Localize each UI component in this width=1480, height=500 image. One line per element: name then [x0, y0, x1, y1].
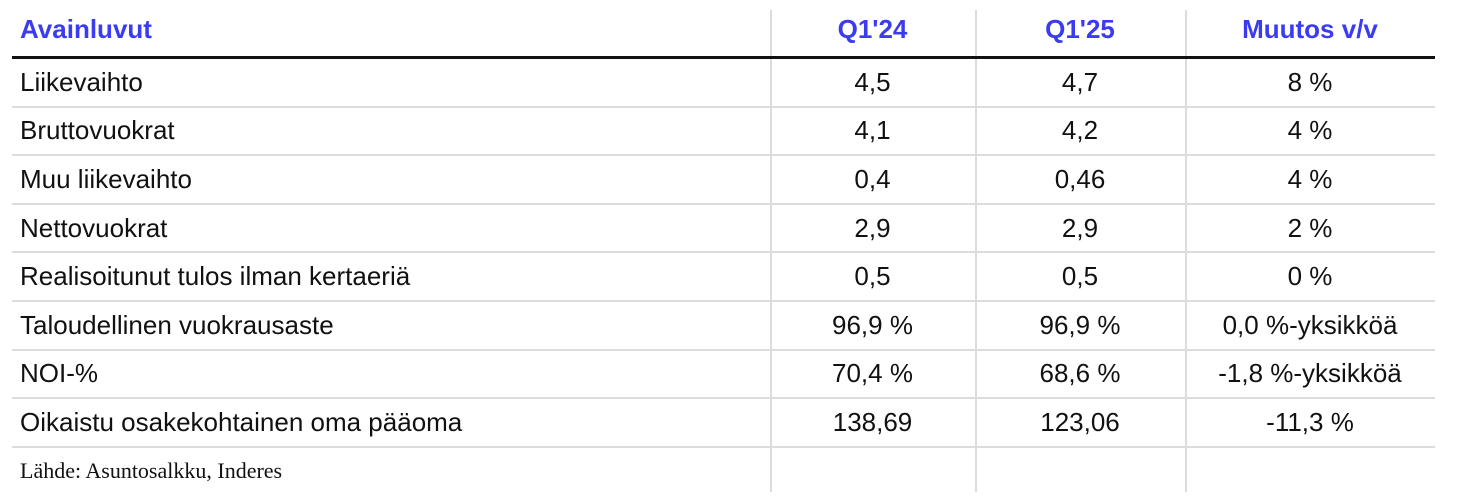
row-label: Realisoitunut tulos ilman kertaeriä [20, 261, 411, 292]
value-cell: 0,5 [854, 261, 891, 292]
column-divider [770, 10, 772, 492]
row-divider [12, 154, 1435, 157]
source-note: Lähde: Asuntosalkku, Inderes [20, 458, 283, 484]
row-label: Liikevaihto [20, 66, 143, 97]
value-cell: 70,4 % [832, 358, 913, 389]
row-label: Nettovuokrat [20, 212, 168, 243]
value-cell: 138,69 [832, 406, 913, 437]
value-cell: 0,0 %-yksikköä [1222, 309, 1398, 340]
value-cell: 4,1 [854, 115, 891, 146]
row-divider [12, 445, 1435, 448]
value-cell: 96,9 % [832, 309, 913, 340]
value-cell: 123,06 [1040, 406, 1120, 437]
row-divider [12, 300, 1435, 302]
value-cell: 2,9 [1061, 212, 1099, 243]
column-divider [1185, 10, 1187, 492]
row-label: NOI-% [20, 358, 98, 389]
value-cell: 0 % [1287, 261, 1333, 292]
row-divider [12, 348, 1435, 351]
row-label: Taloudellinen vuokrausaste [20, 309, 334, 340]
value-cell: 2,9 [854, 212, 891, 243]
value-cell: 68,6 % [1039, 358, 1121, 389]
value-cell: 0,5 [1061, 261, 1099, 292]
header-rule [12, 56, 1435, 59]
column-divider [975, 10, 977, 492]
value-cell: 4 % [1287, 115, 1333, 146]
value-cell: 4,2 [1061, 115, 1099, 146]
value-cell: 4,5 [854, 66, 891, 97]
value-cell: 96,9 % [1039, 309, 1121, 340]
value-cell: 4 % [1287, 163, 1333, 194]
row-label: Bruttovuokrat [20, 115, 175, 146]
value-cell: -1,8 %-yksikköä [1218, 358, 1402, 389]
header-cell: Q1'25 [1045, 13, 1115, 44]
value-cell: 8 % [1287, 66, 1333, 97]
row-divider [12, 251, 1435, 254]
value-cell: 4,7 [1061, 66, 1099, 97]
row-label: Oikaistu osakekohtainen oma pääoma [20, 406, 463, 437]
value-cell: -11,3 % [1266, 406, 1354, 437]
row-divider [12, 202, 1435, 205]
value-cell: 0,46 [1054, 163, 1106, 194]
row-label: Muu liikevaihto [20, 163, 192, 194]
row-divider [12, 397, 1435, 400]
header-cell: Muutos v/v [1242, 13, 1378, 44]
value-cell: 2 % [1287, 212, 1333, 243]
row-divider [12, 105, 1435, 108]
header-cell: Q1'24 [837, 13, 908, 44]
value-cell: 0,4 [854, 163, 891, 194]
header-cell: Avainluvut [20, 13, 152, 44]
